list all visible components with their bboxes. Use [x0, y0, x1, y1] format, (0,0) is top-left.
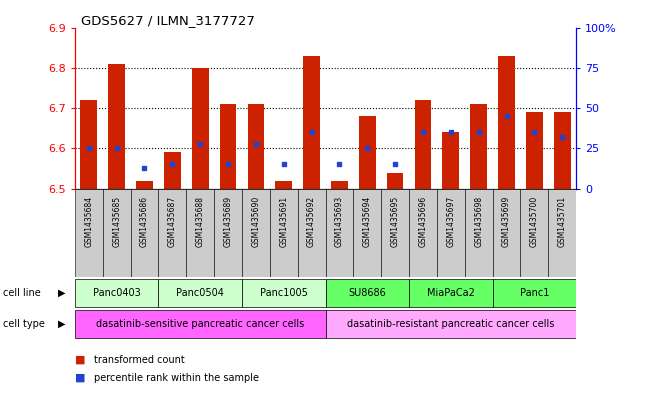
Bar — [136, 181, 153, 189]
Bar — [353, 189, 381, 277]
Text: GSM1435700: GSM1435700 — [530, 196, 539, 247]
Bar — [520, 189, 548, 277]
Bar — [247, 104, 264, 189]
Bar — [186, 189, 214, 277]
Bar — [409, 279, 493, 307]
Text: cell type: cell type — [3, 319, 45, 329]
Text: GSM1435693: GSM1435693 — [335, 196, 344, 247]
Text: SU8686: SU8686 — [348, 288, 386, 298]
Bar — [437, 189, 465, 277]
Bar — [326, 189, 353, 277]
Bar — [103, 189, 131, 277]
Bar — [493, 189, 520, 277]
Bar — [298, 189, 326, 277]
Text: dasatinib-sensitive pancreatic cancer cells: dasatinib-sensitive pancreatic cancer ce… — [96, 319, 304, 329]
Text: Panc0403: Panc0403 — [92, 288, 141, 298]
Bar — [270, 189, 298, 277]
Bar — [326, 279, 409, 307]
Text: GSM1435698: GSM1435698 — [474, 196, 483, 247]
Text: GSM1435697: GSM1435697 — [447, 196, 455, 247]
Text: GSM1435699: GSM1435699 — [502, 196, 511, 247]
Bar — [554, 112, 570, 189]
Text: ■: ■ — [75, 354, 85, 365]
Bar — [498, 56, 515, 189]
Bar — [75, 279, 158, 307]
Text: GSM1435692: GSM1435692 — [307, 196, 316, 247]
Bar — [219, 104, 236, 189]
Text: ▶: ▶ — [58, 319, 66, 329]
Text: GSM1435689: GSM1435689 — [223, 196, 232, 247]
Text: dasatinib-resistant pancreatic cancer cells: dasatinib-resistant pancreatic cancer ce… — [347, 319, 555, 329]
Bar — [331, 181, 348, 189]
Bar — [470, 104, 487, 189]
Bar — [158, 189, 186, 277]
Text: cell line: cell line — [3, 288, 41, 298]
Text: GSM1435690: GSM1435690 — [251, 196, 260, 247]
Text: Panc1005: Panc1005 — [260, 288, 308, 298]
Bar — [526, 112, 543, 189]
Bar — [275, 181, 292, 189]
Text: GDS5627 / ILMN_3177727: GDS5627 / ILMN_3177727 — [81, 14, 255, 27]
Bar — [387, 173, 404, 189]
Bar — [548, 189, 576, 277]
Text: ▶: ▶ — [58, 288, 66, 298]
Bar — [326, 310, 576, 338]
Bar — [131, 189, 158, 277]
Text: GSM1435687: GSM1435687 — [168, 196, 177, 247]
Bar — [192, 68, 208, 189]
Bar — [75, 310, 326, 338]
Bar — [409, 189, 437, 277]
Text: transformed count: transformed count — [94, 354, 185, 365]
Text: percentile rank within the sample: percentile rank within the sample — [94, 373, 259, 383]
Bar — [158, 279, 242, 307]
Text: MiaPaCa2: MiaPaCa2 — [427, 288, 475, 298]
Text: GSM1435685: GSM1435685 — [112, 196, 121, 247]
Bar — [381, 189, 409, 277]
Text: GSM1435694: GSM1435694 — [363, 196, 372, 247]
Text: ■: ■ — [75, 373, 85, 383]
Bar — [493, 279, 576, 307]
Text: GSM1435695: GSM1435695 — [391, 196, 400, 247]
Bar — [75, 189, 103, 277]
Text: GSM1435701: GSM1435701 — [558, 196, 567, 247]
Text: GSM1435688: GSM1435688 — [196, 196, 204, 247]
Text: Panc0504: Panc0504 — [176, 288, 224, 298]
Bar — [303, 56, 320, 189]
Text: GSM1435691: GSM1435691 — [279, 196, 288, 247]
Bar — [214, 189, 242, 277]
Text: Panc1: Panc1 — [519, 288, 549, 298]
Bar — [465, 189, 493, 277]
Bar — [359, 116, 376, 189]
Bar — [242, 279, 326, 307]
Bar — [164, 152, 181, 189]
Bar — [81, 100, 97, 189]
Bar — [108, 64, 125, 189]
Bar — [242, 189, 270, 277]
Text: GSM1435686: GSM1435686 — [140, 196, 149, 247]
Text: GSM1435684: GSM1435684 — [84, 196, 93, 247]
Bar — [415, 100, 432, 189]
Text: GSM1435696: GSM1435696 — [419, 196, 428, 247]
Bar — [443, 132, 459, 189]
